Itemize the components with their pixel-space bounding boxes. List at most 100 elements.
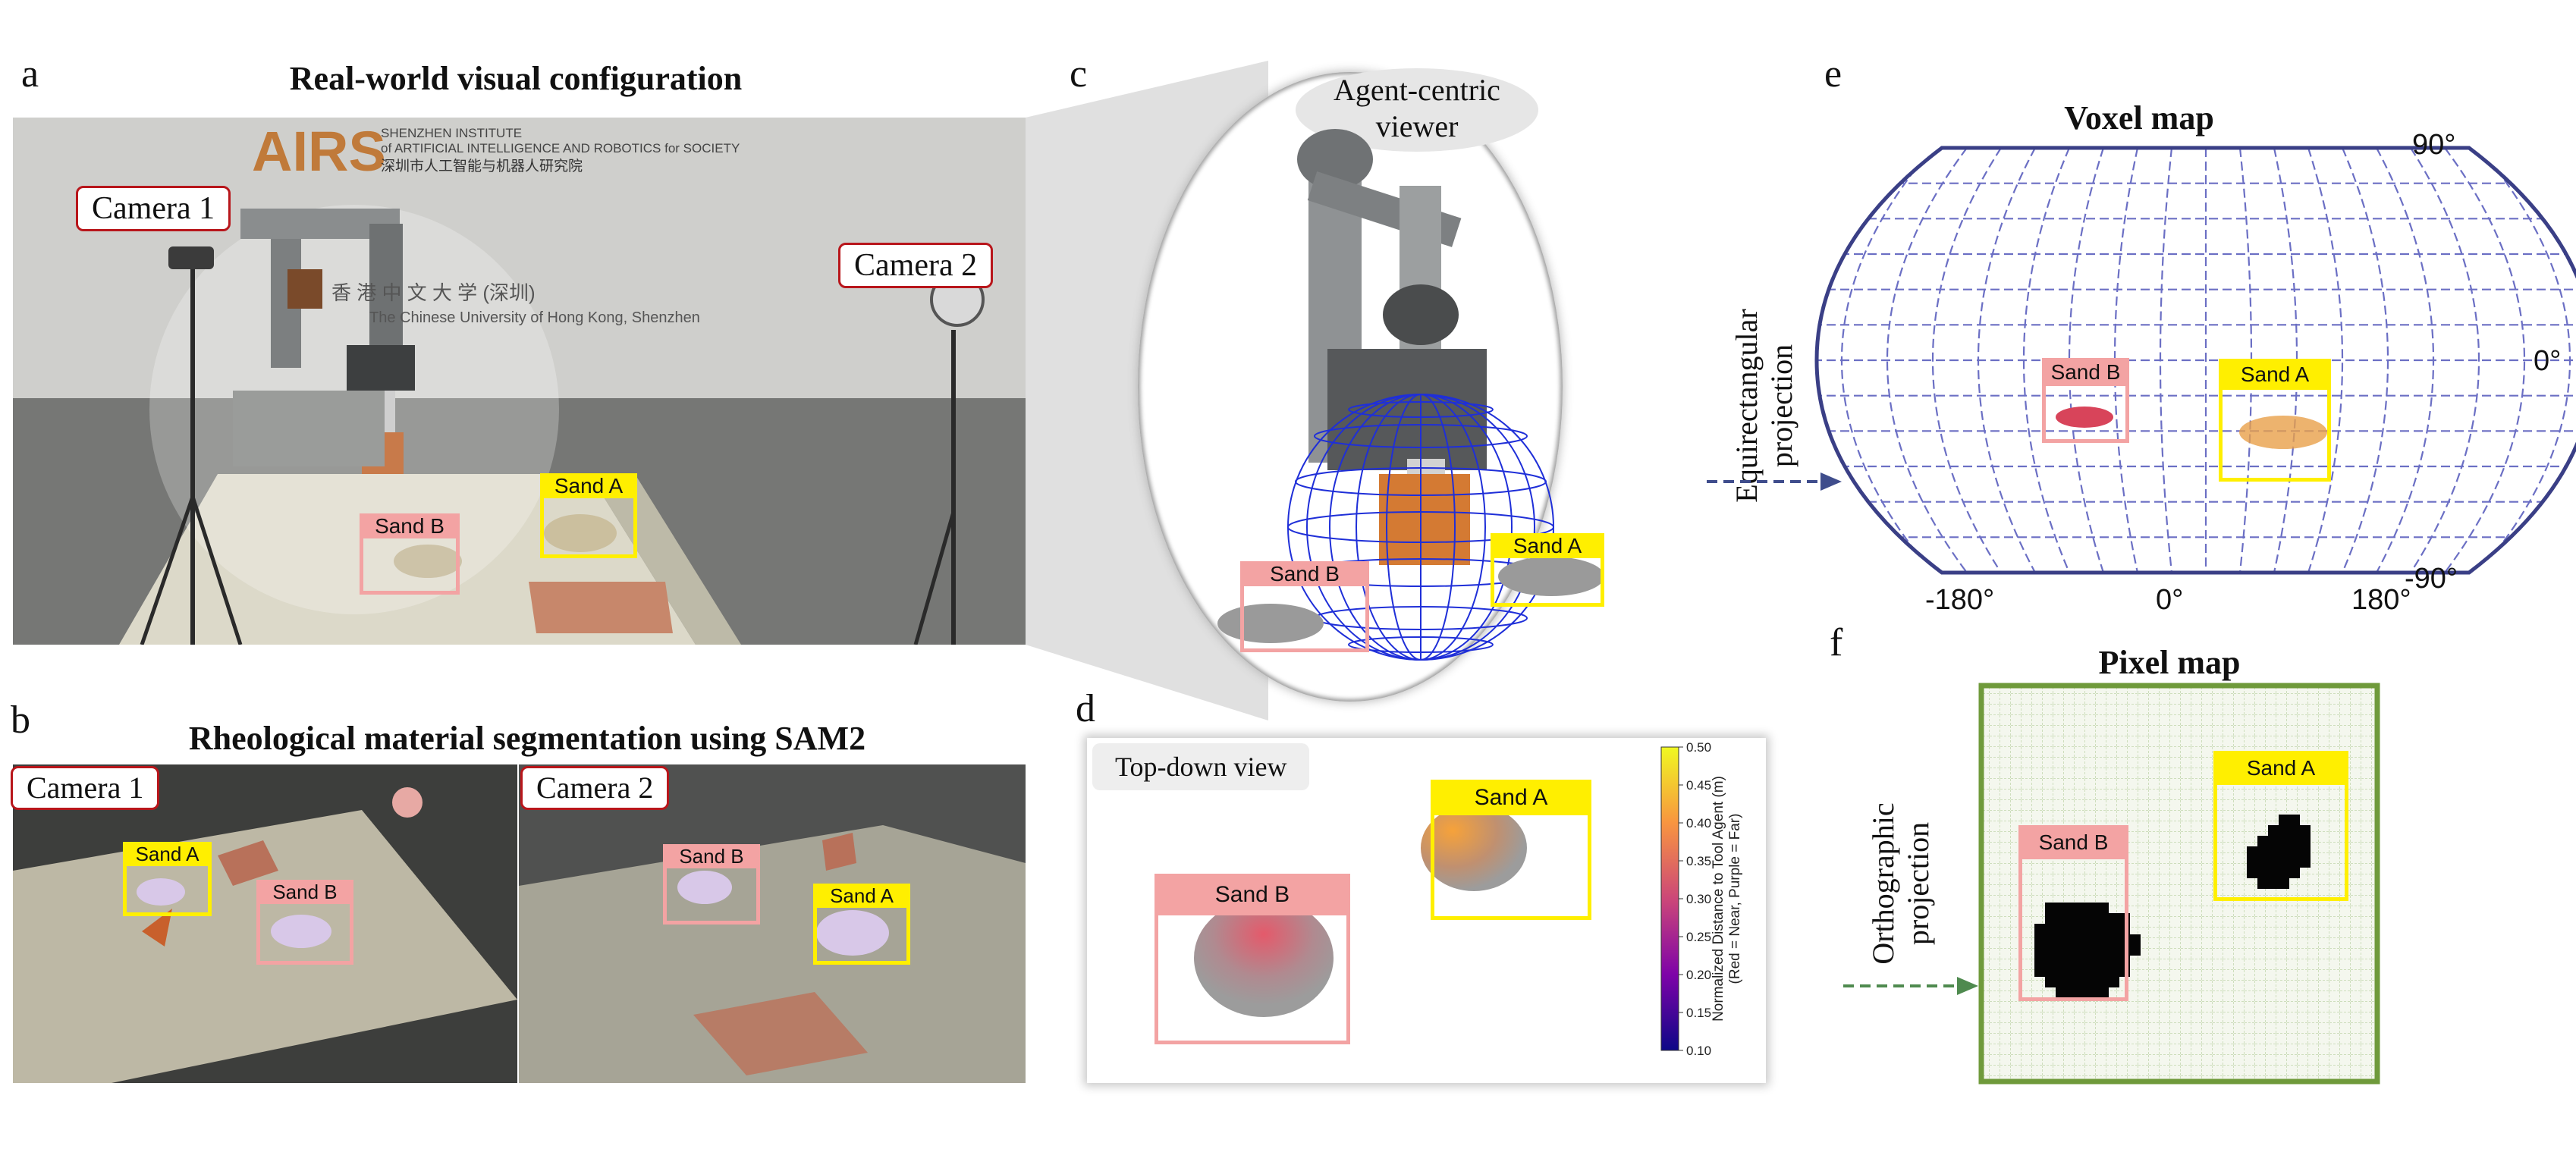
- cuhk-crest: [287, 269, 322, 309]
- voxel-sand-a: [2239, 416, 2327, 449]
- grid-meridian: [2113, 148, 2139, 573]
- grid-meridian: [2273, 148, 2298, 573]
- panel-a-letter: a: [21, 52, 39, 96]
- lat-bottom-label: -90°: [2405, 563, 2458, 595]
- panel-a-camera1-label: Camera 1: [76, 186, 231, 232]
- grid-meridian: [1931, 148, 2002, 573]
- panel-c-scene: [1217, 129, 1554, 661]
- panel-d-sand-b-label: Sand B: [1155, 874, 1349, 915]
- lon-left-label: -180°: [1925, 584, 1995, 616]
- panel-a-sand-b-label: Sand B: [360, 514, 459, 538]
- panel-a-sand-a-label: Sand A: [541, 474, 636, 498]
- pixel-sand-b: [2034, 903, 2141, 998]
- voxel-map: [1814, 146, 2576, 575]
- signage-en-1: SHENZHEN INSTITUTE: [381, 126, 522, 140]
- airs-logo: AIRS: [252, 120, 386, 183]
- panel-d-sand-a-shape: [1421, 805, 1527, 891]
- panel-f-title: Pixel map: [2098, 644, 2241, 681]
- panel-e-arrow: [1707, 472, 1842, 491]
- panel-b-cam2-sand-a-label: Sand A: [814, 884, 909, 908]
- panel-f-projection-label-2: projection: [1901, 821, 1935, 946]
- panel-f-letter: f: [1830, 621, 1843, 664]
- voxel-map-grid: [1817, 148, 2576, 573]
- grid-meridian: [1841, 148, 1934, 573]
- panel-d-sand-b-shape: [1194, 899, 1334, 1017]
- panel-b-cam1-sand-b-box: Sand B: [256, 880, 353, 965]
- cuhk-en: The Chinese University of Hong Kong, She…: [369, 309, 700, 326]
- panel-d-sand-b-box: Sand B: [1154, 874, 1350, 1044]
- colorbar-label-2: (Red = Near, Purple = Far): [1727, 814, 1743, 984]
- panel-d-scene: 0.50 0.45 0.40 0.35 0.30 0.25 0.20 0.15 0.10 Nor…: [1194, 740, 1743, 1058]
- lat-mid-label: 0°: [2534, 345, 2562, 377]
- panel-e-sand-a-box: Sand A: [2219, 359, 2331, 482]
- colorbar-tick-label: 0.20: [1686, 968, 1711, 982]
- panel-f-projection-label-1: Orthographic: [1866, 802, 1900, 965]
- panel-d-view-label: Top-down view: [1092, 743, 1310, 790]
- panel-b-cam1-sand-a-box: Sand A: [123, 842, 212, 916]
- panel-d-sand-a-box: Sand A: [1431, 780, 1591, 920]
- panel-b-cam2-sand-a-box: Sand A: [813, 884, 910, 965]
- panel-f-sand-b-label: Sand B: [2019, 826, 2128, 859]
- grid-meridian: [2068, 148, 2105, 573]
- panel-c-viewer-label-2: viewer: [1375, 109, 1459, 143]
- signage-cn: 深圳市人工智能与机器人研究院: [381, 158, 583, 174]
- grid-meridian: [2307, 148, 2344, 573]
- panel-e-sand-b-box: Sand B: [2042, 358, 2129, 443]
- colorbar-label-1: Normalized Distance to Tool Agent (m): [1711, 776, 1726, 1022]
- panel-e-sand-a-label: Sand A: [2219, 359, 2330, 390]
- panel-f-projection-label: Orthographic projection: [1866, 789, 1957, 986]
- panel-c-letter: c: [1070, 52, 1088, 96]
- panel-e-sand-b-label: Sand B: [2043, 359, 2128, 386]
- grid-meridian: [2410, 148, 2480, 573]
- cuhk-cn: 香 港 中 文 大 学 (深圳): [331, 281, 536, 304]
- panel-b-camera2-photo: [519, 764, 1026, 1083]
- panel-b-camera1-photo: [13, 764, 517, 1083]
- tool-plate: [1379, 474, 1470, 565]
- panel-e-title: Voxel map: [2064, 99, 2214, 137]
- grid-meridian: [2341, 148, 2389, 573]
- voxel-sand-b: [2056, 407, 2113, 428]
- colorbar: [1660, 746, 1679, 1051]
- colorbar-tick-label: 0.45: [1686, 778, 1711, 793]
- panel-a-sand-a-box: Sand A: [540, 473, 637, 558]
- colorbar-tick-label: 0.30: [1686, 892, 1711, 906]
- wireframe-sphere: [1287, 394, 1554, 661]
- panel-c-viewer-label-1: Agent-centric: [1334, 73, 1500, 107]
- colorbar-tick-label: 0.50: [1686, 740, 1711, 755]
- panel-c-sand-a-shape: [1498, 557, 1604, 596]
- colorbar-tick-label: 0.25: [1686, 930, 1711, 944]
- colorbar-ticks: 0.50 0.45 0.40 0.35 0.30 0.25 0.20 0.15 0.10: [1679, 740, 1711, 1058]
- panel-a-camera2-label: Camera 2: [838, 243, 994, 289]
- voxel-map-border: [1814, 146, 2576, 575]
- panel-e-letter: e: [1824, 52, 1842, 96]
- panel-c-sand-b-label: Sand B: [1241, 562, 1368, 586]
- colorbar-tick-label: 0.40: [1686, 816, 1711, 830]
- grid-meridian: [2159, 148, 2173, 573]
- panel-c-viewer-label: Agent-centric viewer: [1296, 72, 1538, 145]
- panel-c-sand-a-box: Sand A: [1491, 533, 1604, 607]
- panel-f-sand-a-label: Sand A: [2214, 752, 2348, 785]
- signage-en-2: of ARTIFICIAL INTELLIGENCE AND ROBOTICS …: [381, 141, 740, 155]
- panel-b-letter: b: [11, 699, 30, 742]
- grid-meridian: [2376, 148, 2434, 573]
- panel-b-cam1-sand-b-label: Sand B: [257, 881, 353, 904]
- panel-e-projection-label: Equirectangular projection: [1729, 296, 1820, 502]
- colorbar-tick-label: 0.10: [1686, 1044, 1711, 1058]
- panel-b-camera2-label: Camera 2: [520, 766, 670, 810]
- panel-c-sand-a-label: Sand A: [1491, 534, 1604, 558]
- pixel-sand-a: [2247, 815, 2311, 889]
- grid-meridian: [2022, 148, 2071, 573]
- panel-b-title: Rheological material segmentation using …: [188, 720, 866, 757]
- panel-b-cam2-sand-b-label: Sand B: [664, 845, 759, 868]
- panel-d-letter: d: [1076, 687, 1095, 730]
- colorbar-tick-label: 0.35: [1686, 854, 1711, 868]
- grid-meridian: [2444, 148, 2526, 573]
- panel-a-sand-b-box: Sand B: [360, 513, 460, 595]
- panel-c-sand-b-box: Sand B: [1240, 561, 1369, 652]
- panel-f-sand-b-box: Sand B: [2018, 825, 2128, 1001]
- lon-mid-label: 0°: [2156, 584, 2184, 616]
- panel-f-sand-a-box: Sand A: [2213, 751, 2348, 901]
- colorbar-tick-label: 0.15: [1686, 1006, 1711, 1020]
- panel-b-cam1-sand-a-label: Sand A: [124, 843, 211, 866]
